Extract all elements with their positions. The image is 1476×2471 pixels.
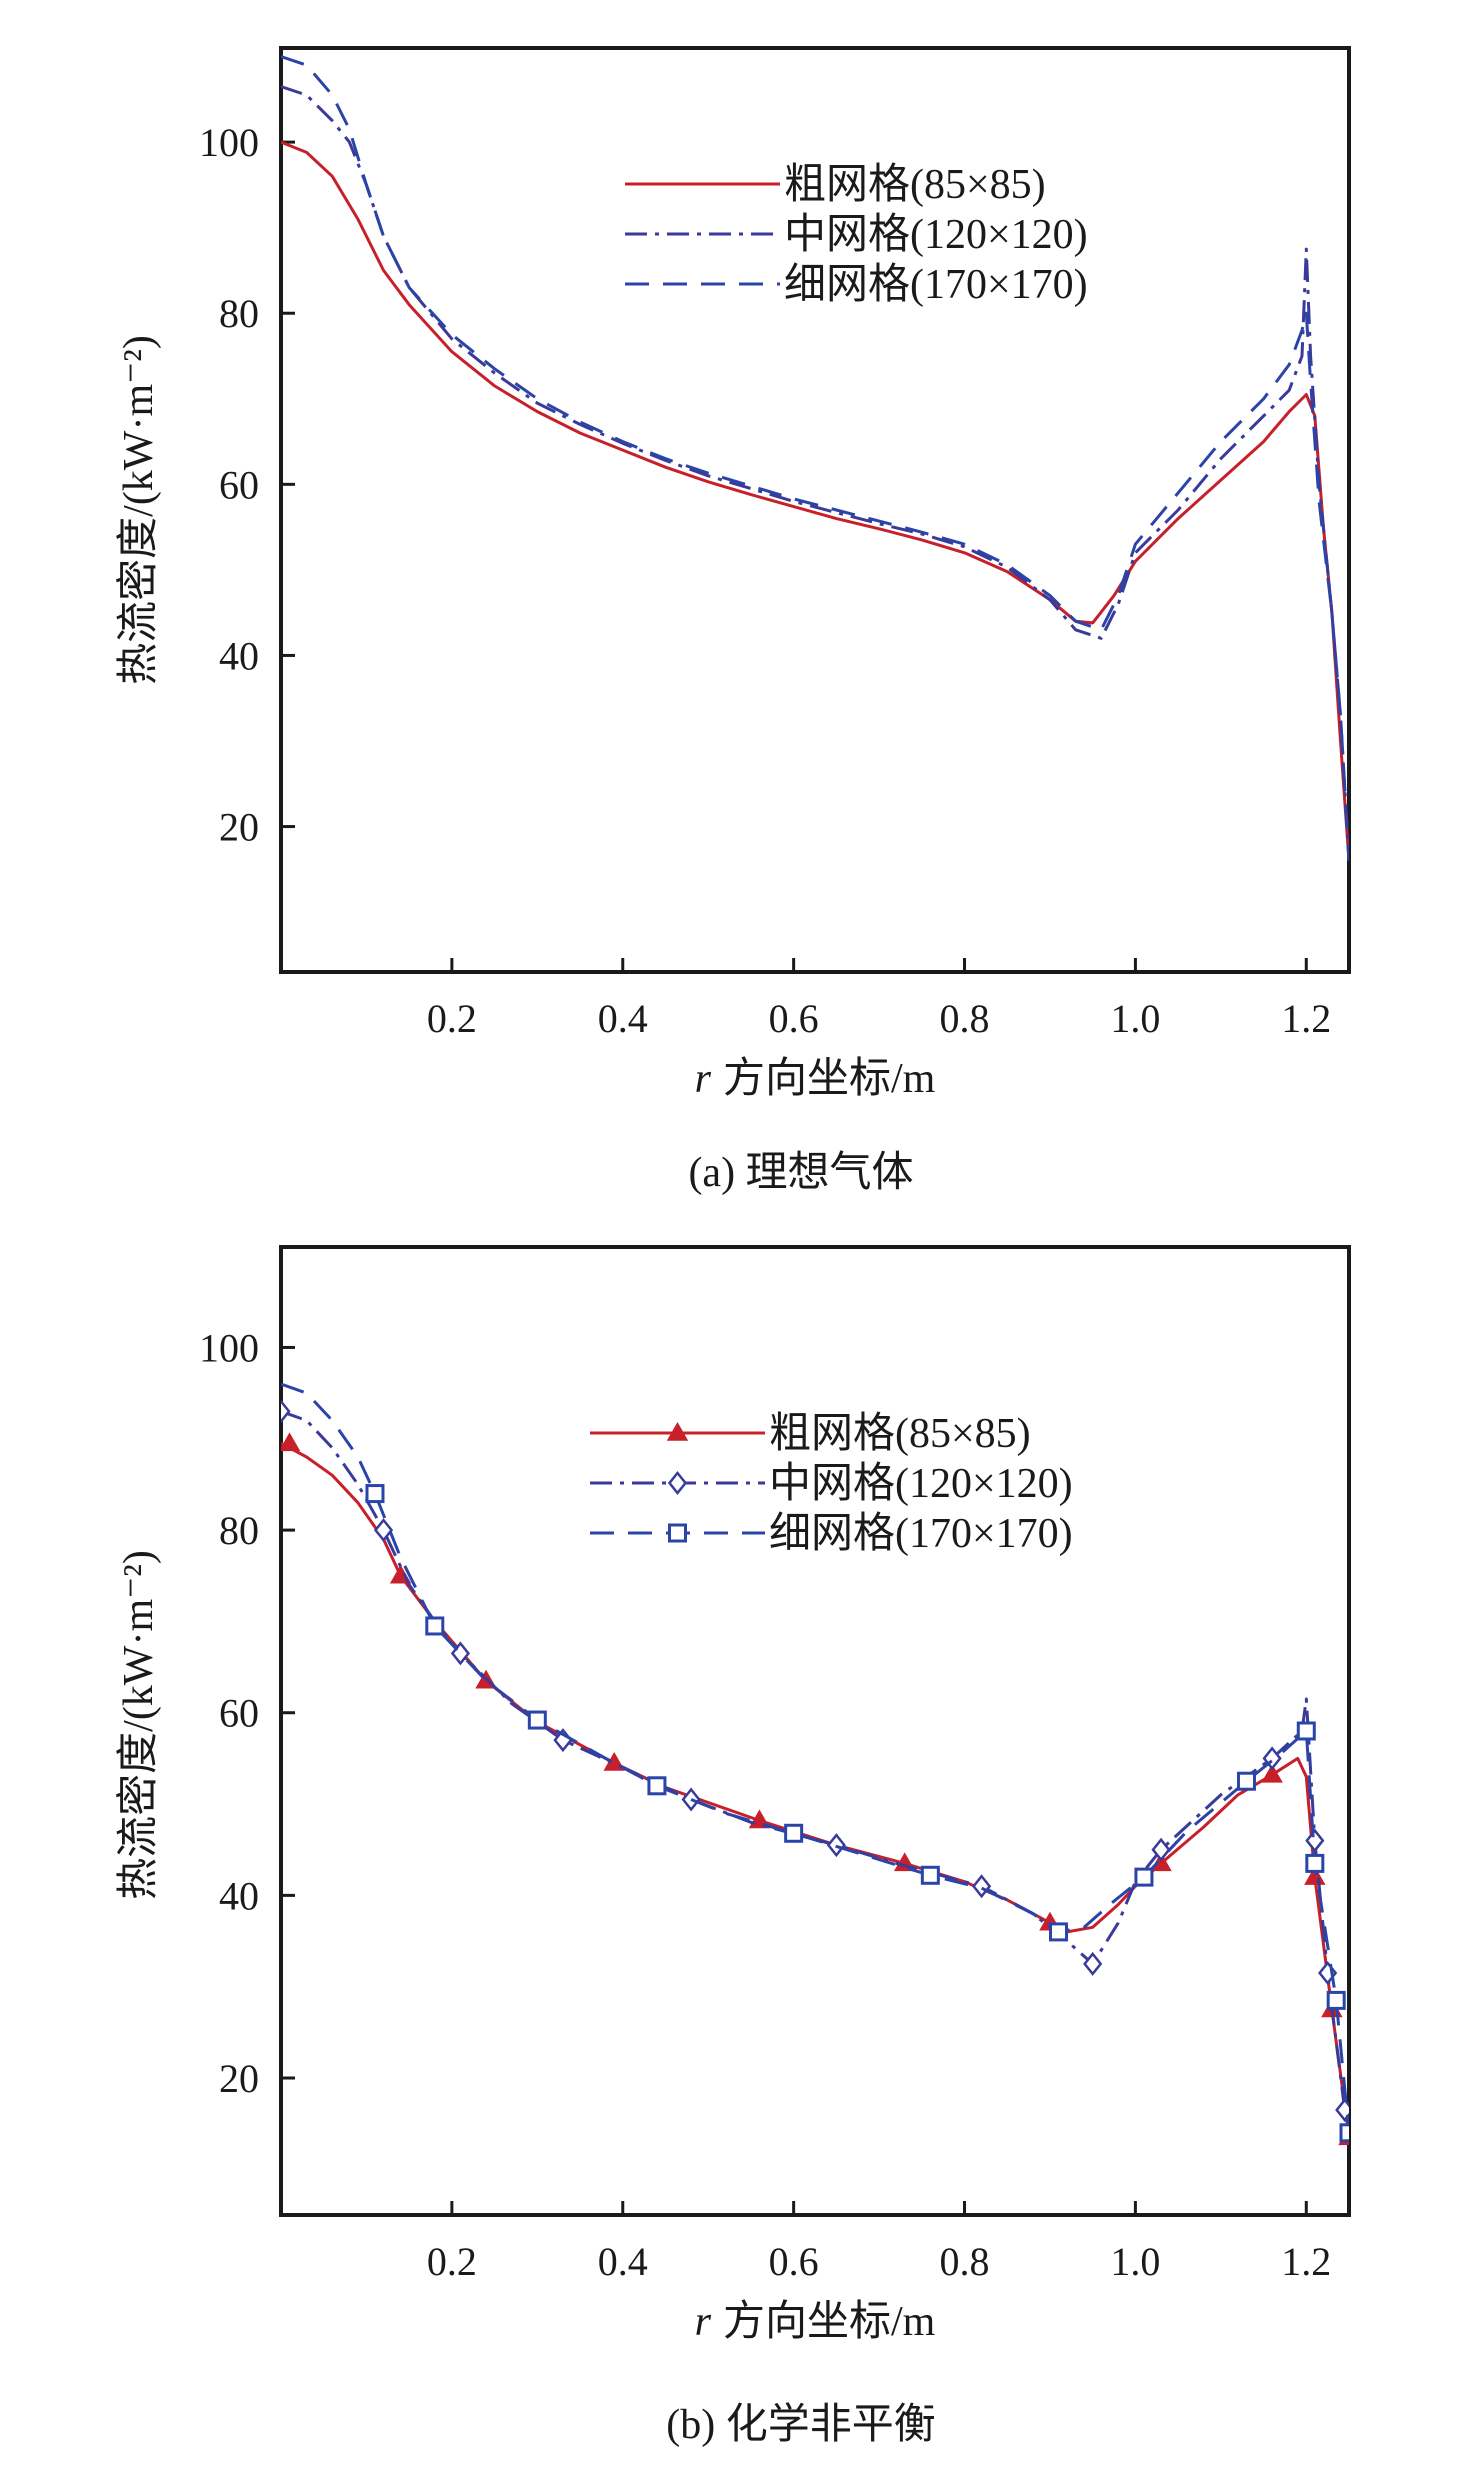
- x-axis-variable: r: [695, 1056, 712, 1102]
- series-marker-1: [373, 1518, 394, 1543]
- x-axis-unit-text: 方向坐标/m: [723, 2299, 936, 2345]
- x-tick-label: 1.2: [1281, 996, 1331, 1041]
- figure-caption: (a) 理想气体: [688, 1150, 913, 1196]
- series-line-0: [281, 140, 1349, 861]
- series-marker-1: [281, 1399, 291, 1424]
- y-tick-label: 80: [219, 291, 259, 336]
- y-axis-label: 热流密度/(kW·m⁻²): [115, 1550, 162, 1900]
- series-marker-2: [425, 1616, 445, 1636]
- series-line-2: [281, 55, 1349, 861]
- legend-label-1: 中网格(120×120): [784, 212, 1088, 258]
- x-tick-label: 0.8: [940, 996, 990, 1041]
- plot-frame: [279, 46, 1351, 974]
- series-marker-1: [972, 1874, 992, 1899]
- legend-label-0: 粗网格(85×85): [769, 1411, 1031, 1457]
- y-tick-label: 80: [219, 1508, 259, 1553]
- series-marker-2: [1296, 1721, 1316, 1741]
- series-group: [281, 1382, 1349, 2146]
- legend-label-2: 细网格(170×170): [784, 262, 1088, 308]
- y-tick-label: 100: [199, 120, 259, 165]
- series-marker-2: [647, 1776, 667, 1796]
- x-tick-label: 0.8: [940, 2239, 990, 2284]
- series-marker-2: [1049, 1922, 1069, 1942]
- series-marker-2: [920, 1865, 940, 1885]
- series-marker-2: [365, 1484, 385, 1504]
- legend-label-1: 中网格(120×120): [769, 1461, 1073, 1507]
- x-tick-label: 1.0: [1110, 2239, 1160, 2284]
- series-marker-0: [281, 1432, 301, 1452]
- y-tick-label: 20: [219, 2056, 259, 2101]
- y-axis-label: 热流密度/(kW·m⁻²): [115, 335, 162, 685]
- legend-label-0: 粗网格(85×85): [784, 162, 1046, 208]
- x-tick-label: 0.6: [769, 996, 819, 1041]
- x-tick-label: 0.4: [598, 996, 648, 1041]
- x-axis-label: r 方向坐标/m: [695, 2299, 936, 2345]
- x-tick-label: 0.2: [427, 996, 477, 1041]
- series-marker-2: [784, 1823, 804, 1843]
- x-axis-variable: r: [695, 2299, 712, 2345]
- y-tick-label: 60: [219, 1691, 259, 1736]
- series-marker-2: [527, 1710, 547, 1730]
- series-marker-1: [1083, 1951, 1103, 1976]
- series-line-2: [281, 1382, 1349, 2133]
- chart-a-ideal-gas: 0.2 0.4 0.6 0.8 1.0 1.2 20 40 60 80 100 r 方向坐标/m 热流密度…: [115, 46, 1351, 1196]
- x-tick-label: 1.0: [1110, 996, 1160, 1041]
- x-tick-label: 1.2: [1281, 2239, 1331, 2284]
- series-line-1: [281, 85, 1349, 861]
- legend: 粗网格(85×85)中网格(120×120)细网格(170×170): [590, 1411, 1073, 1557]
- series-marker-2: [1134, 1867, 1154, 1887]
- y-tick-label: 100: [199, 1325, 259, 1370]
- chart-b-chemical-nonequilibrium: 0.2 0.4 0.6 0.8 1.0 1.2 20 40 60 80 100 r 方向坐标/m 热流密度…: [115, 1245, 1351, 2448]
- legend: 粗网格(85×85)中网格(120×120)细网格(170×170): [625, 162, 1088, 308]
- x-tick-label: 0.4: [598, 2239, 648, 2284]
- series-marker-2: [1339, 2123, 1349, 2143]
- y-tick-label: 60: [219, 462, 259, 507]
- legend-marker-1: [667, 1470, 688, 1496]
- x-tick-label: 0.2: [427, 2239, 477, 2284]
- figure-caption: (b) 化学非平衡: [666, 2401, 935, 2448]
- y-tick-label: 20: [219, 805, 259, 850]
- legend-marker-2: [668, 1523, 687, 1543]
- plot-frame: [279, 1245, 1351, 2217]
- x-axis-unit-text: 方向坐标/m: [723, 1056, 936, 1102]
- series-group: [281, 55, 1349, 861]
- legend-marker-0: [666, 1421, 689, 1441]
- series-marker-1: [1335, 2097, 1349, 2122]
- series-marker-2: [1305, 1853, 1325, 1873]
- series-marker-1: [1305, 1828, 1325, 1853]
- legend-label-2: 细网格(170×170): [769, 1511, 1073, 1557]
- series-marker-2: [1236, 1771, 1256, 1791]
- series-marker-2: [1326, 1990, 1346, 2010]
- y-tick-label: 40: [219, 633, 259, 678]
- series-marker-1: [1151, 1837, 1171, 1862]
- series-marker-0: [1261, 1763, 1283, 1783]
- y-tick-label: 40: [219, 1873, 259, 1918]
- x-tick-label: 0.6: [769, 2239, 819, 2284]
- x-axis-label: r 方向坐标/m: [695, 1056, 936, 1102]
